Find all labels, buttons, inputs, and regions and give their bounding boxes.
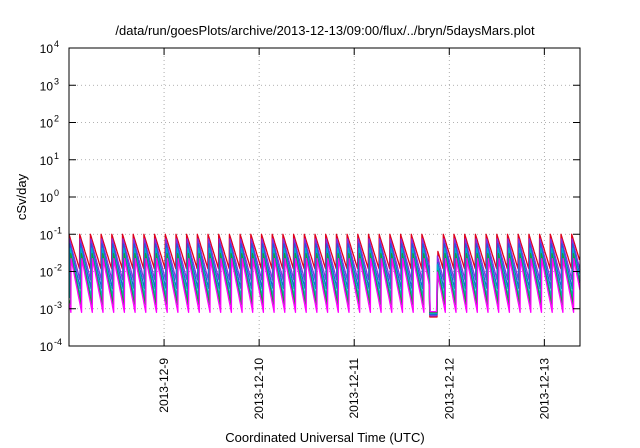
- y-tick-label: 10: [40, 228, 54, 242]
- series-line: [68, 258, 581, 314]
- y-tick-label: 10: [40, 191, 54, 205]
- series-line: [68, 247, 581, 315]
- x-axis: 2013-12-9 2013-12-10 2013-12-11 2013-12-12 2…: [157, 48, 551, 419]
- x-axis-title: Coordinated Universal Time (UTC): [225, 430, 424, 445]
- series-group: [68, 233, 581, 318]
- chart-title: /data/run/goesPlots/archive/2013-12-13/0…: [115, 23, 535, 38]
- y-tick-label: 10: [40, 117, 54, 131]
- y-tick-exponent: -4: [54, 337, 62, 347]
- y-axis-title: cSv/day: [14, 173, 29, 220]
- y-tick-exponent: 2: [54, 114, 59, 124]
- y-tick-label: 10: [40, 266, 54, 280]
- y-tick-exponent: 4: [54, 39, 59, 49]
- y-tick-exponent: 0: [54, 188, 59, 198]
- y-tick-label: 10: [40, 42, 54, 56]
- x-tick-label: 2013-12-11: [347, 358, 361, 419]
- y-tick-exponent: 3: [54, 76, 59, 86]
- series-line: [68, 253, 581, 314]
- x-tick-label: 2013-12-10: [252, 358, 266, 420]
- x-tick-label: 2013-12-9: [157, 358, 171, 413]
- y-tick-label: 10: [40, 340, 54, 354]
- series-line: [68, 238, 581, 317]
- y-tick-exponent: -1: [54, 225, 62, 235]
- y-tick-exponent: -3: [54, 300, 62, 310]
- y-tick-exponent: 1: [54, 151, 59, 161]
- series-line: [68, 243, 581, 316]
- x-tick-label: 2013-12-13: [537, 358, 551, 420]
- y-tick-exponent: -2: [54, 263, 62, 273]
- y-tick-label: 10: [40, 79, 54, 93]
- y-tick-label: 10: [40, 154, 54, 168]
- y-tick-label: 10: [40, 303, 54, 317]
- x-tick-label: 2013-12-12: [442, 358, 456, 420]
